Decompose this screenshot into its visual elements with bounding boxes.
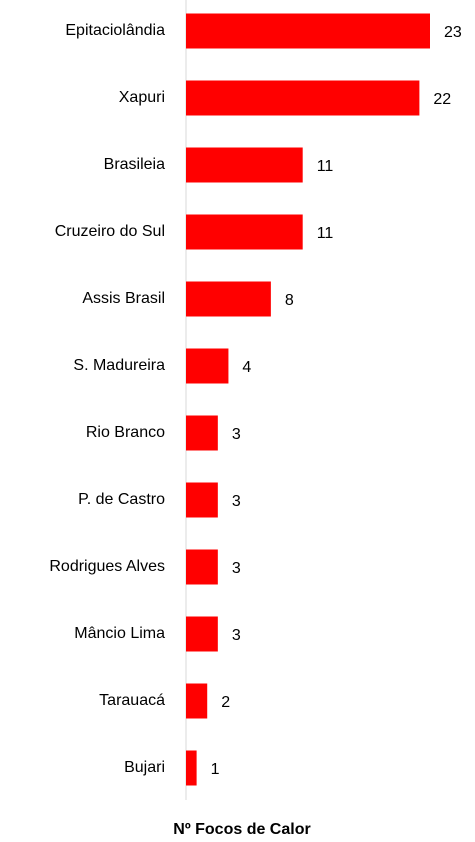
category-label: Rio Branco	[86, 424, 165, 441]
category-label: P. de Castro	[78, 491, 165, 508]
bar	[186, 750, 197, 786]
bar	[186, 348, 229, 384]
bar	[186, 147, 303, 183]
bar	[186, 683, 208, 719]
bar	[186, 281, 271, 317]
category-label: Tarauacá	[99, 692, 165, 709]
bar	[186, 616, 218, 652]
bar	[186, 13, 430, 49]
value-label: 11	[317, 225, 334, 242]
value-label: 23	[444, 24, 462, 41]
category-label: Brasileia	[104, 156, 165, 173]
value-label: 8	[285, 292, 294, 309]
value-label: 3	[232, 426, 241, 443]
x-axis-label: Nº Focos de Calor	[173, 821, 310, 838]
category-label: S. Madureira	[73, 357, 165, 374]
value-label: 11	[317, 158, 334, 175]
category-label: Rodrigues Alves	[49, 558, 165, 575]
bar	[186, 549, 218, 585]
value-label: 3	[232, 493, 241, 510]
category-label: Assis Brasil	[82, 290, 165, 307]
category-label: Bujari	[124, 759, 165, 776]
category-label: Mâncio Lima	[74, 625, 165, 642]
value-label: 4	[242, 359, 251, 376]
category-label: Epitaciolândia	[65, 22, 165, 39]
category-label: Xapuri	[119, 89, 165, 106]
value-label: 2	[221, 694, 230, 711]
value-label: 1	[211, 761, 220, 778]
value-label: 3	[232, 627, 241, 644]
value-label: 22	[433, 91, 451, 108]
bar	[186, 482, 218, 518]
bar	[186, 415, 218, 451]
value-label: 3	[232, 560, 241, 577]
bar	[186, 80, 420, 116]
bar	[186, 214, 303, 250]
category-label: Cruzeiro do Sul	[55, 223, 165, 240]
